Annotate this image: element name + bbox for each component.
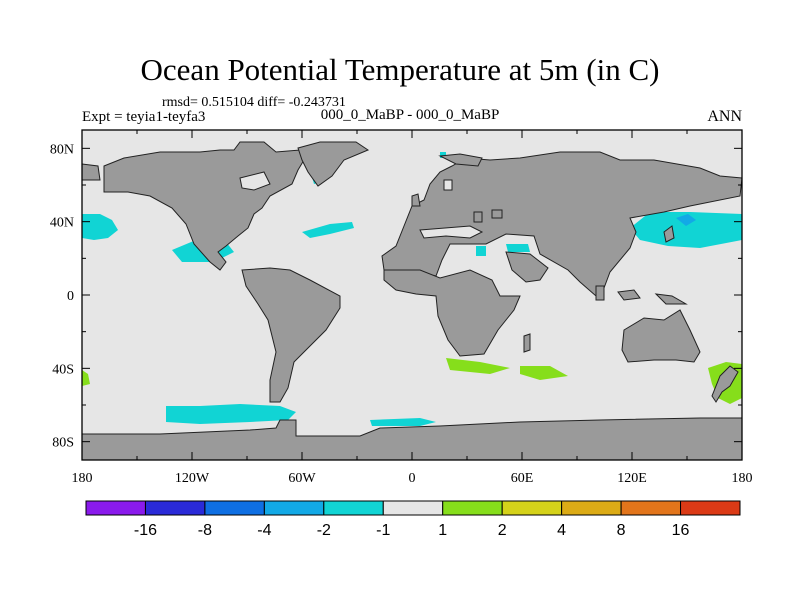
- x-tick-label: 60E: [511, 471, 534, 486]
- season-label: ANN: [707, 108, 742, 125]
- land-japan: [663, 225, 675, 243]
- y-tick-label: 40S: [52, 362, 74, 377]
- inland-water: [239, 171, 484, 239]
- colorbar-swatch: [85, 500, 146, 516]
- colorbar-swatch: [144, 500, 206, 516]
- colorbar-label: 2: [498, 522, 507, 539]
- colorbar-label: 4: [557, 522, 566, 539]
- colorbar-label: -4: [257, 522, 271, 539]
- x-tick-label: 120E: [617, 471, 647, 486]
- land-indonesia: [595, 285, 688, 305]
- stronger-cool-anomaly: [676, 214, 696, 226]
- x-tick-label: 0: [409, 471, 416, 486]
- x-tick-label: 120W: [175, 471, 210, 486]
- x-axis-ticks: 180 120W 60W 0 60E 120E 180: [72, 130, 753, 486]
- colorbar-swatch: [620, 500, 682, 516]
- land-south-america: [241, 267, 341, 403]
- colorbar-swatch: [442, 500, 503, 516]
- land-arabia: [505, 251, 549, 283]
- experiment-label: Expt = teyia1-teyfa3: [82, 109, 206, 125]
- x-tick-label: 60W: [288, 471, 316, 486]
- colorbar: -16 -8 -4 -2 -1 1 2 4 8 16: [85, 500, 741, 539]
- y-tick-label: 80S: [52, 436, 74, 451]
- land-antarctica: [82, 417, 742, 460]
- plot-title: Ocean Potential Temperature at 5m (in C): [140, 52, 660, 87]
- land-new-zealand: [711, 365, 739, 403]
- y-axis-ticks: 80N 40N 0 40S 80S: [50, 142, 742, 451]
- land-east-pacific-coast: [82, 163, 101, 181]
- cool-patch-red-sea: [506, 244, 530, 252]
- colorbar-label: 16: [672, 522, 690, 539]
- land-australia: [621, 309, 701, 363]
- colorbar-swatch: [263, 500, 325, 516]
- y-tick-label: 0: [67, 289, 74, 304]
- land-africa: [383, 269, 521, 357]
- cool-patch-n-pacific-west: [82, 214, 118, 240]
- warm-patch-s-indian: [520, 366, 568, 380]
- cool-patch-n-atlantic: [302, 222, 354, 238]
- colorbar-swatch: [561, 500, 622, 516]
- colorbar-label: -1: [376, 522, 390, 539]
- colorbar-swatch: [382, 500, 444, 516]
- land-madagascar: [523, 333, 531, 353]
- cool-patch-southern-ocean: [166, 404, 296, 424]
- colorbar-swatch: [323, 500, 384, 516]
- y-tick-label: 80N: [50, 142, 74, 157]
- colorbar-label: 1: [438, 522, 447, 539]
- land-arctic-islands: [438, 153, 483, 167]
- land-britain: [411, 193, 421, 207]
- colorbar-swatch: [204, 500, 265, 516]
- cool-patch-mediterranean: [476, 246, 486, 256]
- colorbar-swatch: [680, 500, 741, 516]
- land-central-asia-lakes: [473, 209, 503, 223]
- colorbar-swatch: [501, 500, 563, 516]
- land-greenland: [297, 141, 370, 187]
- warm-patch-s-pacific-east: [82, 370, 90, 386]
- y-tick-label: 40N: [50, 216, 74, 231]
- cool-patch-n-pacific-east: [630, 212, 742, 248]
- colorbar-label: -8: [198, 522, 212, 539]
- subtitle-label: 000_0_MaBP - 000_0_MaBP: [320, 107, 500, 123]
- stats-label: rmsd= 0.515104 diff= -0.243731: [162, 95, 346, 110]
- colorbar-label: -16: [134, 522, 157, 539]
- x-tick-label: 180: [72, 471, 93, 486]
- colorbar-label: -2: [317, 522, 331, 539]
- x-tick-label: 180: [732, 471, 753, 486]
- colorbar-label: 8: [617, 522, 626, 539]
- warm-patch-south-atlantic: [446, 358, 510, 374]
- cool-patch-weddell: [370, 418, 436, 426]
